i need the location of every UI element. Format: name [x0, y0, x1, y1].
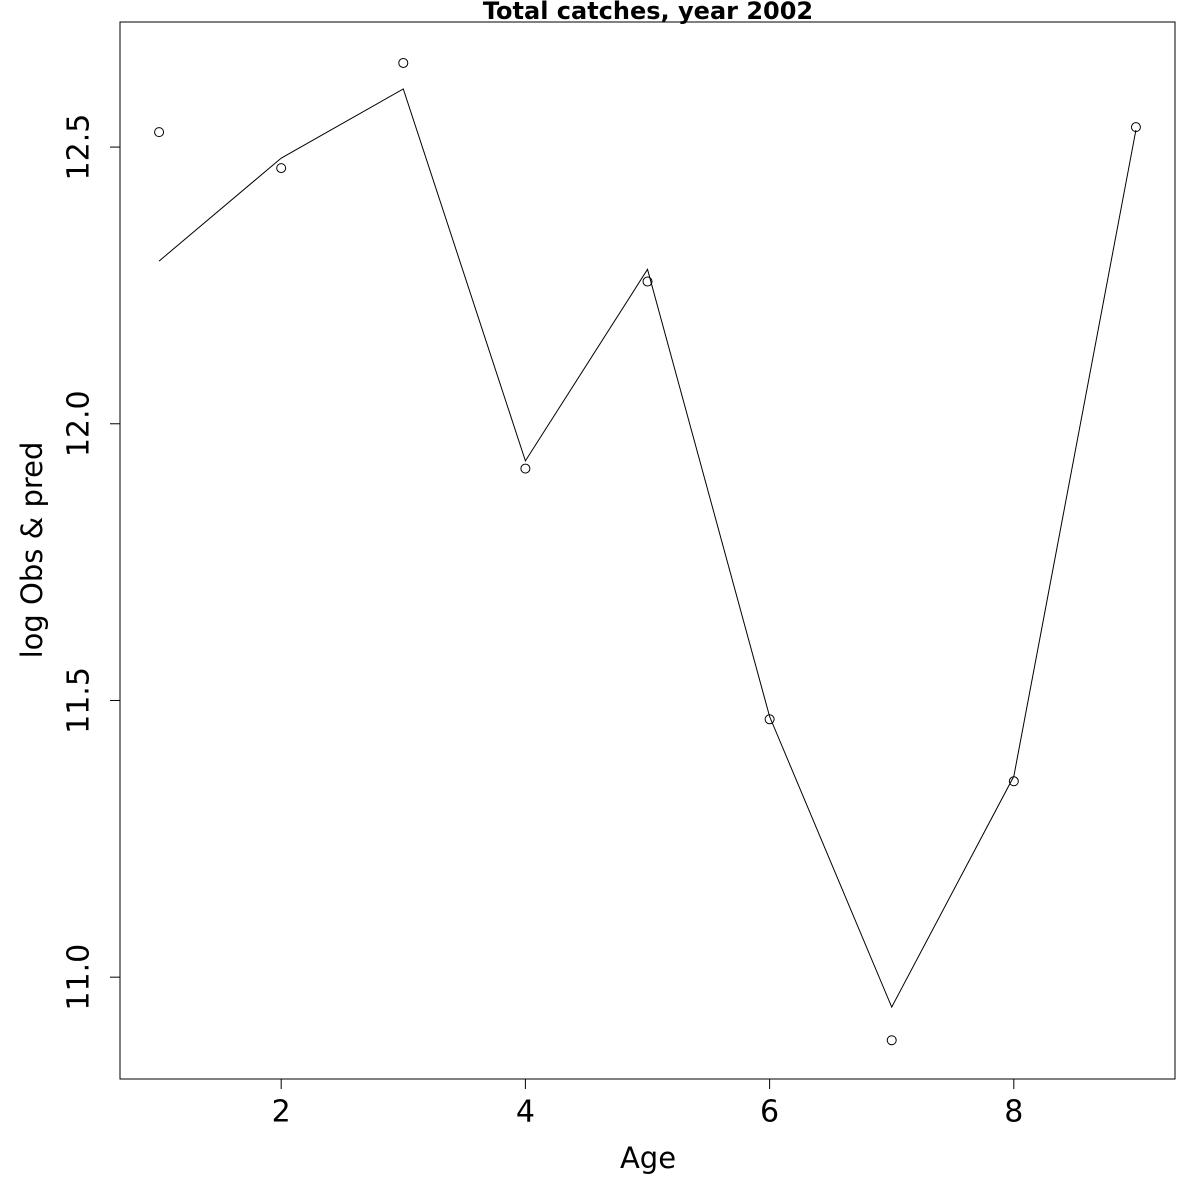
data-point [398, 57, 409, 68]
data-line [158, 88, 1137, 1009]
x-axis-label: Age [620, 1141, 676, 1175]
y-axis-label: log Obs & pred [15, 442, 49, 659]
data-point [642, 276, 653, 287]
y-tick-label: 12.0 [62, 390, 97, 457]
y-tick-label: 11.0 [62, 944, 97, 1011]
data-point [154, 127, 165, 138]
x-tick-label: 8 [1004, 1095, 1023, 1130]
data-point [886, 1035, 897, 1046]
plot-frame [119, 21, 1176, 1080]
data-point [520, 463, 531, 474]
x-tick-label: 4 [516, 1095, 535, 1130]
y-tick-label: 12.5 [62, 114, 97, 181]
y-tick-label: 11.5 [62, 667, 97, 734]
x-tick-label: 6 [760, 1095, 779, 1130]
chart-title: Total catches, year 2002 [483, 0, 813, 25]
x-tick-label: 2 [272, 1095, 291, 1130]
data-point [276, 163, 287, 174]
